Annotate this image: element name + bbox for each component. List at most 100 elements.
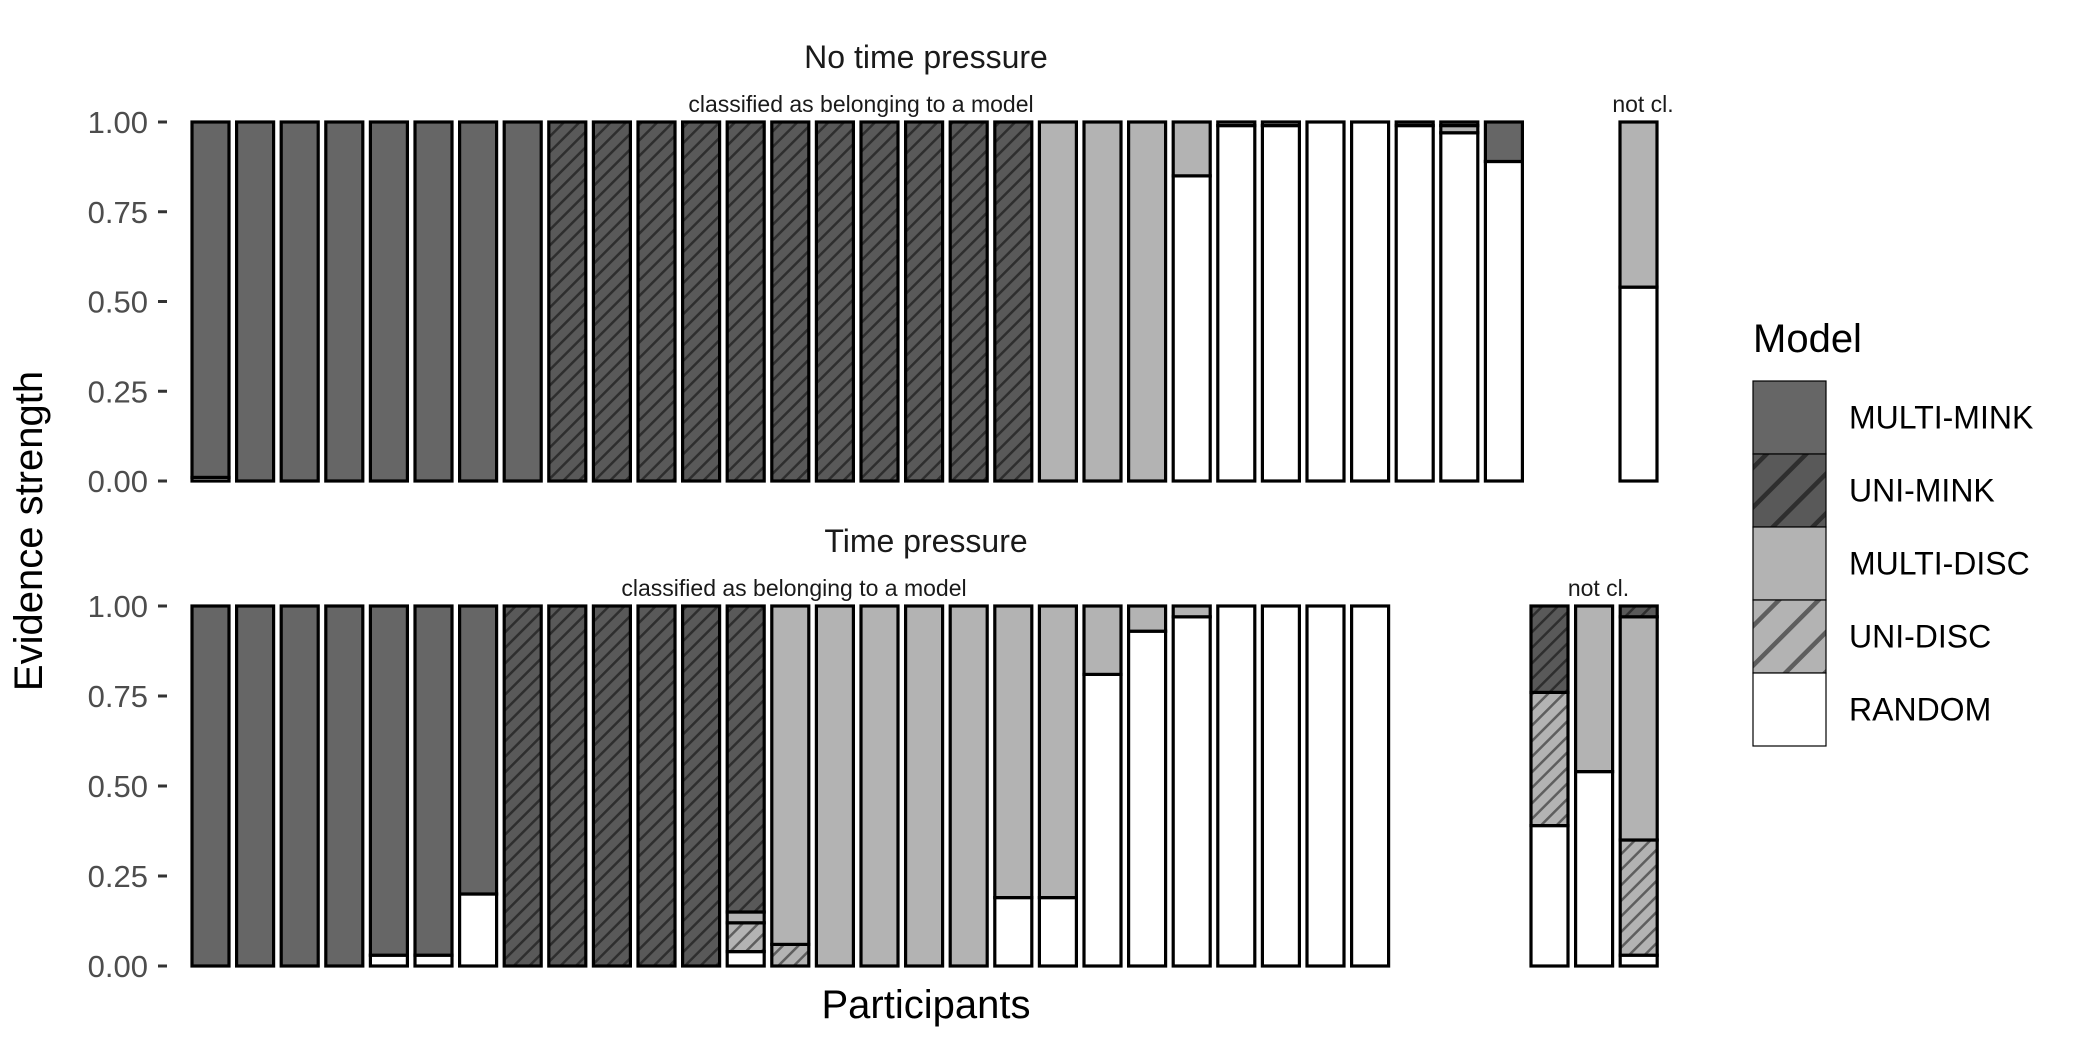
legend: Model MULTI-MINK UNI-MINK MULTI-DISC UNI-DI… xyxy=(1752,317,2033,747)
bar xyxy=(1483,120,1525,483)
facet-label: classified as belonging to a model xyxy=(688,91,1033,117)
bar-segment-random xyxy=(1305,120,1346,483)
bar-segment-multi-mink xyxy=(190,604,231,968)
bar-segment-random xyxy=(1439,131,1480,483)
bar xyxy=(636,120,677,483)
bar-segment-multi-disc xyxy=(993,604,1034,900)
bar-segment-uni-mink xyxy=(903,120,945,483)
bar xyxy=(814,604,856,968)
bar xyxy=(859,120,900,483)
bar-segment-multi-disc xyxy=(725,910,766,925)
bar-segment-uni-mink xyxy=(814,120,856,483)
bar-segment-multi-disc xyxy=(1082,120,1123,483)
bar-segment-multi-mink xyxy=(458,604,499,896)
bar-segment-multi-disc xyxy=(1126,120,1168,483)
bar-segment-uni-mink xyxy=(547,120,588,483)
bar xyxy=(502,604,543,968)
bar-segment-random xyxy=(1037,895,1079,968)
bar-segment-random xyxy=(1216,604,1257,968)
facet-classified-as-belonging-to-a-model: classified as belonging to a model xyxy=(190,91,1525,483)
bar-segment-uni-mink xyxy=(636,604,677,968)
bar-segment-multi-disc xyxy=(948,604,989,968)
y-tick-label: 0.50 xyxy=(88,285,148,320)
bar-segment-uni-mink xyxy=(591,120,633,483)
bar-segment-uni-mink xyxy=(1529,604,1570,695)
bar xyxy=(725,120,766,483)
bar xyxy=(1394,120,1435,483)
bar xyxy=(1439,120,1480,483)
bar xyxy=(235,604,276,968)
bar-segment-multi-disc xyxy=(903,604,945,968)
bar xyxy=(547,120,588,483)
bar-segment-multi-mink xyxy=(368,604,409,957)
bar-segment-uni-mink xyxy=(993,120,1034,483)
bar xyxy=(770,120,811,483)
bar-segment-multi-disc xyxy=(1260,120,1302,128)
bar-segment-multi-disc xyxy=(1126,604,1168,633)
bar-segment-random xyxy=(458,892,499,968)
bar-segment-random xyxy=(1171,615,1212,968)
bar xyxy=(235,120,276,483)
facet-classified-as-belonging-to-a-model: classified as belonging to a model xyxy=(190,575,1391,968)
bar-segment-random xyxy=(1483,159,1525,483)
facet-not-cl: not cl. xyxy=(1612,91,1674,483)
legend-key-multi-disc xyxy=(1752,526,1827,601)
legend-label: UNI-MINK xyxy=(1849,473,1995,509)
bar xyxy=(413,604,454,968)
bar xyxy=(458,120,499,483)
bar xyxy=(1082,604,1123,968)
bar-segment-multi-mink xyxy=(458,120,499,483)
facet-label: classified as belonging to a model xyxy=(621,575,966,601)
bar xyxy=(190,120,231,483)
y-axis: 0.00 0.25 0.50 0.75 1.00 xyxy=(88,105,167,499)
facet-label: not cl. xyxy=(1612,91,1673,117)
bar-segment-multi-mink xyxy=(413,604,454,957)
bar-segment-uni-mink xyxy=(948,120,989,483)
bar xyxy=(502,120,543,483)
bar xyxy=(1216,604,1257,968)
y-tick-label: 0.75 xyxy=(88,195,148,230)
bar-segment-multi-mink xyxy=(1394,120,1435,128)
bar-segment-uni-mink xyxy=(725,120,766,483)
bar-segment-random xyxy=(1349,120,1391,483)
bar xyxy=(680,604,722,968)
bar xyxy=(324,120,365,483)
bar-segment-uni-mink xyxy=(547,604,588,968)
bar xyxy=(1573,604,1615,968)
bar-segment-multi-disc xyxy=(1618,615,1659,842)
y-tick-label: 0.25 xyxy=(88,374,148,409)
bar xyxy=(458,604,499,968)
bar-segment-random xyxy=(368,953,409,968)
bar-segment-uni-mink xyxy=(770,120,811,483)
bar-segment-multi-disc xyxy=(1618,120,1659,289)
legend-item-multi-disc: MULTI-DISC xyxy=(1752,526,2030,601)
legend-label: MULTI-MINK xyxy=(1849,400,2033,436)
legend-item-multi-mink: MULTI-MINK xyxy=(1752,380,2033,455)
bar xyxy=(948,604,989,968)
legend-items: MULTI-MINK UNI-MINK MULTI-DISC UNI-DISC RAND… xyxy=(1752,380,2033,747)
bar-segment-uni-disc xyxy=(1529,690,1570,828)
bar xyxy=(1349,120,1391,483)
bar-segment-multi-disc xyxy=(1037,604,1079,900)
legend-item-uni-mink: UNI-MINK xyxy=(1752,453,1995,528)
bar-segment-multi-mink xyxy=(413,120,454,483)
y-tick-label: 1.00 xyxy=(88,105,148,140)
bar xyxy=(190,604,231,968)
bar xyxy=(368,604,409,968)
x-axis-title: Participants xyxy=(822,983,1031,1027)
bar xyxy=(1305,120,1346,483)
legend-key-uni-disc xyxy=(1752,599,1827,674)
facet-not-cl: not cl. xyxy=(1529,575,1659,968)
bar-segment-multi-mink xyxy=(190,120,231,480)
bar xyxy=(993,604,1034,968)
bar xyxy=(1171,604,1212,968)
bar xyxy=(1126,120,1168,483)
y-tick-label: 0.00 xyxy=(88,464,148,499)
bar xyxy=(770,604,811,968)
bar-segment-multi-disc xyxy=(859,604,900,968)
y-tick-label: 0.75 xyxy=(88,679,148,714)
legend-item-random: RANDOM xyxy=(1752,672,1991,747)
bar-segment-multi-disc xyxy=(1037,120,1079,483)
